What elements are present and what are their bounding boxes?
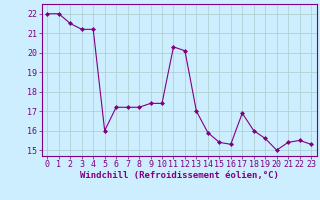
X-axis label: Windchill (Refroidissement éolien,°C): Windchill (Refroidissement éolien,°C) [80, 171, 279, 180]
